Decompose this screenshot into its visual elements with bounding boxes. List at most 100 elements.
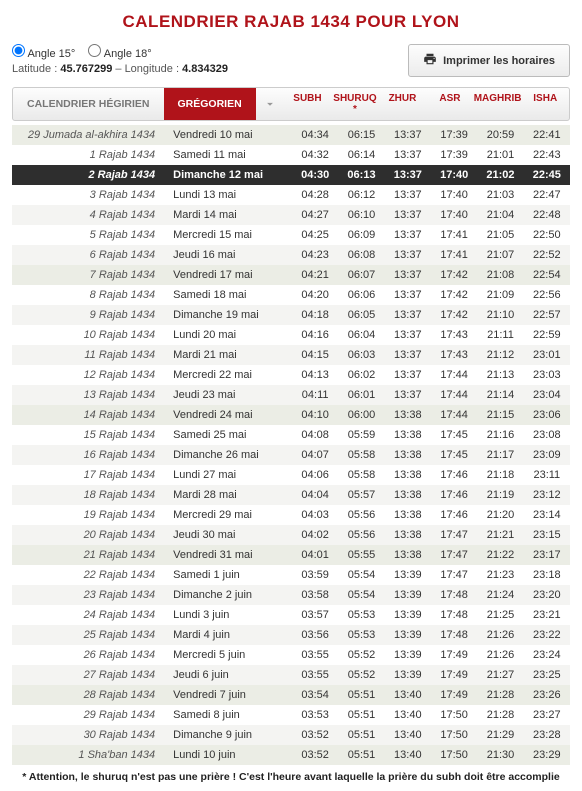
gregorian-date: Mardi 4 juin [169, 625, 292, 645]
time-cell: 03:53 [292, 705, 338, 725]
time-cell: 06:10 [338, 205, 384, 225]
time-cell: 04:07 [292, 445, 338, 465]
gregorian-date: Vendredi 24 mai [169, 405, 292, 425]
time-cell: 04:23 [292, 245, 338, 265]
time-cell: 21:28 [477, 685, 523, 705]
time-cell: 13:38 [385, 445, 431, 465]
gregorian-date: Vendredi 7 juin [169, 685, 292, 705]
time-cell: 13:37 [385, 205, 431, 225]
angle-15-radio[interactable] [12, 44, 25, 57]
time-cell: 13:37 [385, 225, 431, 245]
tab-hijri[interactable]: CALENDRIER HÉGIRIEN [13, 88, 164, 120]
hijri-date: 21 Rajab 1434 [12, 545, 169, 565]
table-row: 2 Rajab 1434Dimanche 12 mai04:3006:1313:… [12, 165, 570, 185]
time-cell: 21:21 [477, 525, 523, 545]
time-cell: 13:37 [385, 345, 431, 365]
table-row: 30 Rajab 1434Dimanche 9 juin03:5205:5113… [12, 725, 570, 745]
time-cell: 13:37 [385, 185, 431, 205]
time-cell: 05:57 [338, 485, 384, 505]
gregorian-date: Dimanche 12 mai [169, 165, 292, 185]
gregorian-date: Dimanche 9 juin [169, 725, 292, 745]
time-cell: 21:07 [477, 245, 523, 265]
time-cell: 21:17 [477, 445, 523, 465]
time-cell: 21:25 [477, 605, 523, 625]
hijri-date: 29 Jumada al-akhira 1434 [12, 125, 169, 145]
angle-18-radio[interactable] [88, 44, 101, 57]
time-cell: 03:52 [292, 745, 338, 765]
gregorian-date: Samedi 25 mai [169, 425, 292, 445]
time-cell: 06:13 [338, 165, 384, 185]
time-cell: 17:47 [431, 525, 477, 545]
table-row: 21 Rajab 1434Vendredi 31 mai04:0105:5513… [12, 545, 570, 565]
time-cell: 21:10 [477, 305, 523, 325]
hijri-date: 28 Rajab 1434 [12, 685, 169, 705]
time-cell: 13:39 [385, 625, 431, 645]
time-cell: 06:04 [338, 325, 384, 345]
time-cell: 05:52 [338, 665, 384, 685]
time-cell: 05:58 [338, 465, 384, 485]
time-cell: 20:59 [477, 125, 523, 145]
time-cell: 05:54 [338, 565, 384, 585]
time-cell: 23:06 [524, 405, 570, 425]
time-cell: 13:37 [385, 365, 431, 385]
time-cell: 04:16 [292, 325, 338, 345]
tab-gregorian[interactable]: GRÉGORIEN [164, 88, 256, 120]
hijri-date: 12 Rajab 1434 [12, 365, 169, 385]
time-cell: 17:40 [431, 205, 477, 225]
time-cell: 23:22 [524, 625, 570, 645]
gregorian-date: Vendredi 10 mai [169, 125, 292, 145]
time-cell: 17:50 [431, 725, 477, 745]
col-subh: SUBH [284, 93, 332, 115]
table-row: 14 Rajab 1434Vendredi 24 mai04:1006:0013… [12, 405, 570, 425]
time-cell: 17:45 [431, 425, 477, 445]
hijri-date: 8 Rajab 1434 [12, 285, 169, 305]
time-cell: 05:53 [338, 625, 384, 645]
gregorian-date: Lundi 20 mai [169, 325, 292, 345]
time-cell: 03:56 [292, 625, 338, 645]
table-row: 8 Rajab 1434Samedi 18 mai04:2006:0613:37… [12, 285, 570, 305]
time-cell: 17:46 [431, 485, 477, 505]
time-cell: 21:26 [477, 625, 523, 645]
gregorian-date: Dimanche 2 juin [169, 585, 292, 605]
table-row: 10 Rajab 1434Lundi 20 mai04:1606:0413:37… [12, 325, 570, 345]
time-cell: 17:42 [431, 305, 477, 325]
gregorian-date: Jeudi 30 mai [169, 525, 292, 545]
time-cell: 21:26 [477, 645, 523, 665]
gregorian-date: Vendredi 17 mai [169, 265, 292, 285]
time-cell: 04:25 [292, 225, 338, 245]
table-row: 1 Sha'ban 1434Lundi 10 juin03:5205:5113:… [12, 745, 570, 765]
hijri-date: 1 Sha'ban 1434 [12, 745, 169, 765]
hijri-date: 17 Rajab 1434 [12, 465, 169, 485]
hijri-date: 6 Rajab 1434 [12, 245, 169, 265]
time-cell: 21:28 [477, 705, 523, 725]
time-cell: 13:37 [385, 125, 431, 145]
time-cell: 05:56 [338, 525, 384, 545]
time-cell: 05:51 [338, 745, 384, 765]
gregorian-date: Lundi 10 juin [169, 745, 292, 765]
time-cell: 17:39 [431, 125, 477, 145]
time-cell: 13:37 [385, 285, 431, 305]
angle-18-option[interactable]: Angle 18° [88, 48, 151, 60]
time-cell: 17:43 [431, 345, 477, 365]
time-cell: 22:50 [524, 225, 570, 245]
table-row: 1 Rajab 1434Samedi 11 mai04:3206:1413:37… [12, 145, 570, 165]
time-cell: 13:40 [385, 685, 431, 705]
time-cell: 17:43 [431, 325, 477, 345]
table-row: 29 Rajab 1434Samedi 8 juin03:5305:5113:4… [12, 705, 570, 725]
time-cell: 06:00 [338, 405, 384, 425]
angle-15-option[interactable]: Angle 15° [12, 48, 75, 60]
time-cell: 06:05 [338, 305, 384, 325]
hijri-date: 24 Rajab 1434 [12, 605, 169, 625]
table-row: 25 Rajab 1434Mardi 4 juin03:5605:5313:39… [12, 625, 570, 645]
table-row: 19 Rajab 1434Mercredi 29 mai04:0305:5613… [12, 505, 570, 525]
time-cell: 04:01 [292, 545, 338, 565]
time-cell: 17:40 [431, 185, 477, 205]
time-cell: 17:44 [431, 365, 477, 385]
time-cell: 21:11 [477, 325, 523, 345]
hijri-date: 10 Rajab 1434 [12, 325, 169, 345]
time-cell: 13:37 [385, 325, 431, 345]
chevron-down-icon[interactable] [256, 97, 284, 111]
print-button[interactable]: Imprimer les horaires [408, 44, 570, 77]
time-cell: 04:30 [292, 165, 338, 185]
time-cell: 23:09 [524, 445, 570, 465]
